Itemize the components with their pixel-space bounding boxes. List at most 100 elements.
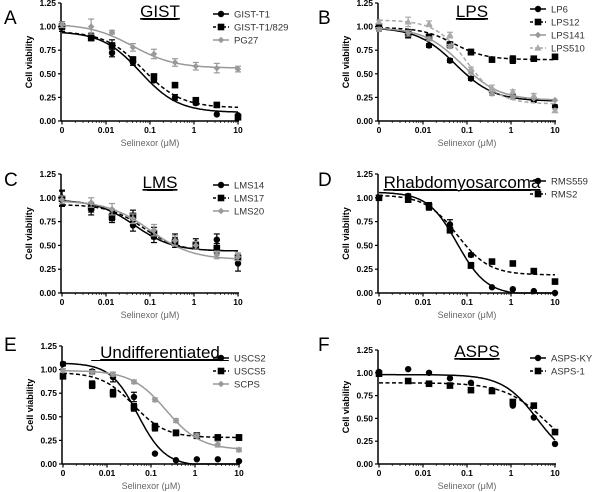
data-point — [530, 55, 538, 62]
legend-item-lps141: LPS141 — [530, 31, 585, 42]
data-point — [87, 199, 95, 206]
x-tick-label: 1 — [509, 297, 514, 307]
data-point — [213, 64, 221, 72]
data-point — [530, 267, 538, 275]
panel-a: A GIST 0.00 0.25 0.50 0.75 1.00 1.25 0 0.01 0.1 1 10… — [4, 0, 288, 148]
y-tick-label: 0.50 — [356, 240, 373, 250]
x-tick-label: 0 — [377, 297, 382, 307]
data-point — [488, 90, 496, 97]
y-tick-label: 0.25 — [39, 92, 56, 102]
y-tick-label: 0.50 — [356, 413, 373, 423]
y-tick-label: 1.25 — [356, 345, 373, 355]
y-tick-label: 0.75 — [39, 217, 56, 227]
data-point — [109, 389, 117, 397]
legend-marker — [534, 44, 542, 51]
data-point — [551, 96, 559, 104]
legend: GIST-T1 GIST-T1/829 PG27 — [213, 10, 288, 47]
data-point — [213, 111, 221, 118]
legend-label: ASPS-1 — [551, 367, 585, 378]
data-point — [488, 284, 496, 291]
legend-label: USCS2 — [234, 354, 266, 365]
x-tick-label: 1 — [509, 125, 514, 135]
data-point — [235, 434, 243, 441]
y-tick-label: 0.00 — [356, 288, 373, 298]
data-point — [446, 382, 454, 389]
y-tick-label: 1.00 — [39, 22, 56, 32]
fit-curve — [61, 24, 238, 69]
y-tick-label: 1.00 — [39, 193, 56, 203]
x-tick-label: 10 — [234, 468, 244, 478]
data-point — [467, 65, 475, 72]
legend-label: LPS510 — [551, 44, 585, 55]
y-tick-label: 1.00 — [40, 365, 57, 375]
y-tick-label: 1.00 — [356, 193, 373, 203]
data-point — [234, 113, 242, 121]
x-tick-label: 10 — [550, 297, 560, 307]
data-point — [214, 434, 222, 441]
legend-label: SCPS — [234, 380, 260, 391]
data-point — [530, 402, 538, 409]
panel-letter: F — [318, 335, 330, 356]
x-tick-label: 0.1 — [461, 468, 473, 478]
data-point — [150, 50, 158, 58]
y-tick-label: 0.50 — [39, 240, 56, 250]
fit-curve — [378, 27, 556, 101]
legend-marker — [534, 5, 542, 13]
data-point — [172, 457, 180, 464]
series-asps-1 — [375, 370, 559, 436]
data-point — [234, 260, 242, 267]
data-point — [151, 450, 159, 457]
fit-curve — [61, 31, 238, 113]
data-point — [235, 446, 243, 454]
x-tick-label: 0.1 — [145, 468, 157, 478]
data-point — [58, 21, 66, 29]
y-axis-label: Cell viability — [24, 207, 34, 260]
legend-label: LPS141 — [551, 31, 585, 42]
legend-item-lp6: LP6 — [530, 5, 568, 16]
legend-item-lps510: LPS510 — [530, 44, 585, 55]
data-point — [404, 196, 412, 204]
data-point — [130, 393, 138, 401]
fit-curve — [379, 373, 556, 441]
legend-label: LMS17 — [234, 194, 264, 205]
data-point — [109, 371, 117, 378]
data-point — [509, 285, 517, 293]
data-point — [530, 91, 538, 99]
x-tick-label: 0 — [377, 468, 382, 478]
legend-label: RMS559 — [551, 177, 588, 188]
x-tick-label: 1 — [193, 468, 198, 478]
x-tick-label: 0 — [377, 125, 382, 135]
x-tick-label: 1 — [192, 297, 197, 307]
y-axis-label: Cell viability — [341, 381, 351, 434]
data-point — [404, 377, 412, 385]
data-point — [151, 396, 159, 404]
y-tick-label: 0.75 — [356, 391, 373, 401]
panel-c: C LMS 0.00 0.25 0.50 0.75 1.00 1.25 0 0.01 0.1 1 10 S… — [4, 169, 264, 320]
data-point — [530, 414, 538, 421]
x-tick-label: 1 — [509, 468, 514, 478]
x-tick-label: 0.01 — [415, 468, 432, 478]
series-lps510 — [375, 16, 559, 114]
data-point — [192, 96, 200, 104]
data-point — [551, 106, 559, 114]
x-tick-label: 0 — [60, 125, 65, 135]
data-point — [509, 56, 517, 63]
y-tick-label: 0.00 — [39, 288, 56, 298]
data-point — [88, 369, 96, 376]
panel-title: GIST — [140, 2, 180, 21]
data-point — [425, 42, 433, 49]
data-point — [425, 35, 433, 43]
fit-curve — [62, 372, 239, 439]
x-tick-label: 0.01 — [99, 468, 116, 478]
data-point — [129, 44, 137, 51]
data-point — [130, 378, 138, 386]
x-tick-label: 10 — [233, 125, 243, 135]
data-point — [425, 203, 433, 210]
data-point — [446, 31, 454, 38]
data-point — [193, 432, 201, 439]
data-point — [193, 456, 201, 463]
data-point — [375, 370, 383, 378]
data-point — [467, 386, 475, 394]
data-point — [150, 73, 158, 80]
data-point — [530, 287, 538, 295]
